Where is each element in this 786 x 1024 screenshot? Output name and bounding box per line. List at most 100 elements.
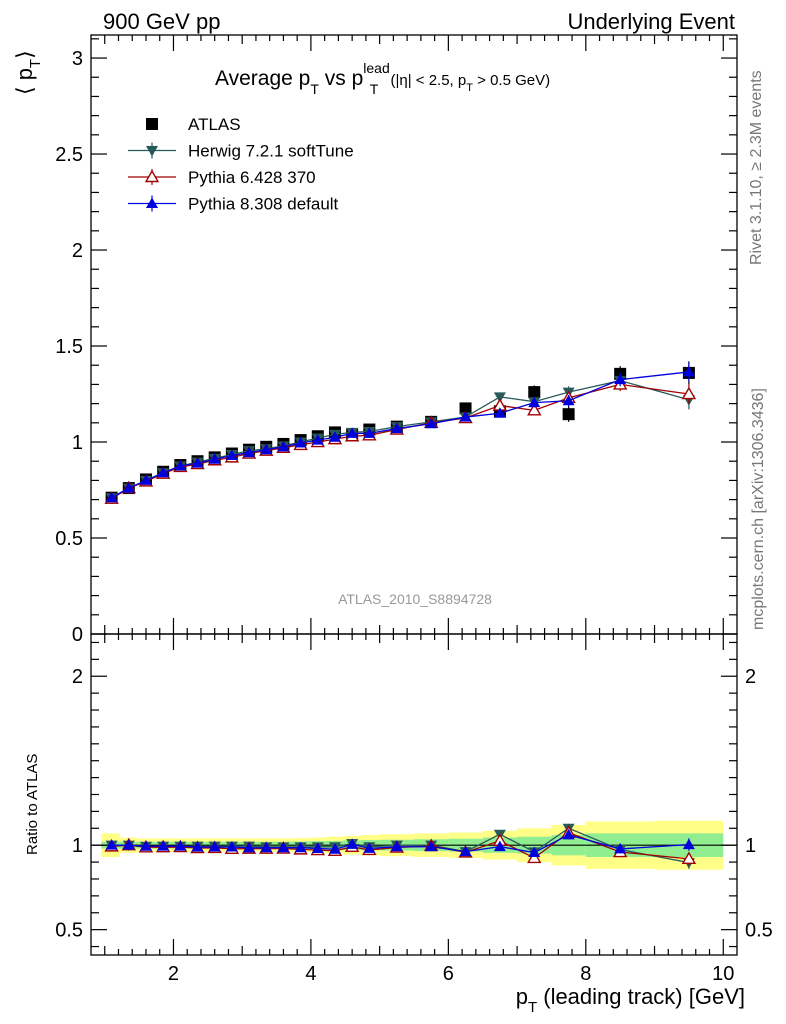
ratio-series-3: [105, 828, 695, 858]
ratio-frame: [90, 633, 738, 956]
header-right: Underlying Event: [567, 9, 735, 34]
marker-triangle-up: [105, 839, 118, 850]
marker-triangle-down: [146, 146, 158, 157]
marker-triangle-up: [277, 841, 290, 853]
y-tick-label: 1.5: [55, 336, 83, 358]
marker-square: [562, 408, 575, 421]
x-tick-label: 10: [712, 963, 734, 985]
marker-triangle-up: [260, 841, 273, 853]
analysis-label: ATLAS_2010_S8894728: [338, 591, 492, 607]
marker-triangle-up-open: [681, 386, 697, 400]
marker-triangle-up: [493, 840, 506, 852]
marker-triangle-up: [528, 396, 541, 408]
marker-triangle-up: [311, 434, 324, 445]
ratio-tick-label-left: 0.5: [55, 920, 83, 942]
legend-label: Pythia 8.308 default: [188, 195, 339, 214]
marker-triangle-up: [346, 427, 359, 438]
marker-triangle-up: [157, 466, 170, 478]
series-line: [111, 379, 690, 499]
marker-triangle-up-open: [144, 169, 160, 183]
marker-triangle-up: [493, 407, 506, 418]
data-series: [104, 361, 697, 504]
marker-triangle-up: [146, 197, 158, 208]
ratio-tick-label-right: 2: [745, 666, 756, 688]
marker-triangle-up: [390, 422, 403, 434]
marker-triangle-up: [562, 394, 575, 406]
header-left: 900 GeV pp: [103, 9, 220, 34]
x-tick-label: 2: [168, 963, 179, 985]
marker-triangle-up: [174, 840, 187, 851]
ratio-tick-label-left: 2: [72, 666, 83, 688]
marker-triangle-up: [328, 431, 341, 442]
x-tick-label: 6: [443, 963, 454, 985]
y-tick-label: 1: [72, 432, 83, 454]
marker-triangle-up: [294, 436, 307, 448]
ratio-tick-label-left: 1: [72, 835, 83, 857]
marker-triangle-up: [191, 841, 204, 852]
marker-triangle-up: [311, 842, 324, 853]
marker-square: [146, 118, 158, 130]
series-line: [111, 383, 689, 500]
marker-triangle-up-open: [527, 402, 542, 416]
marker-triangle-up: [682, 838, 695, 850]
marker-triangle-up: [363, 842, 376, 853]
y-tick-label: 2.5: [55, 144, 83, 166]
marker-triangle-up: [294, 841, 307, 853]
series-3: [105, 362, 695, 503]
marker-triangle-up-open: [527, 850, 542, 864]
chart-title: Average pT vs plead T (|η| < 2.5, pT > 0.…: [215, 60, 550, 97]
marker-triangle-up: [614, 842, 627, 854]
marker-triangle-up: [390, 840, 403, 852]
x-axis-label: pT (leading track) [GeV]: [516, 984, 745, 1016]
series-line: [111, 371, 689, 499]
legend-label: ATLAS: [188, 115, 241, 134]
x-tick-label: 8: [580, 963, 591, 985]
marker-square: [459, 402, 472, 415]
marker-triangle-up-open: [681, 851, 697, 865]
marker-triangle-up: [157, 840, 170, 851]
y-axis-label: ⟨ pT⟩: [12, 50, 44, 95]
ratio-tick-label-right: 0.5: [745, 920, 773, 942]
marker-square: [528, 386, 541, 399]
side-mcplots: mcplots.cern.ch [arXiv:1306.3436]: [750, 388, 767, 630]
axis-ticks: [91, 35, 737, 955]
marker-triangle-up: [225, 840, 238, 852]
y-tick-label: 0.5: [55, 528, 83, 550]
marker-triangle-up: [122, 482, 135, 493]
ratio-series: [104, 823, 697, 869]
y-tick-label: 3: [72, 48, 83, 70]
marker-triangle-up: [208, 453, 221, 464]
marker-triangle-up: [225, 449, 238, 460]
legend: ATLAS Herwig 7.2.1 softTune Pythia 6.428 3…: [128, 115, 354, 214]
marker-triangle-up: [682, 365, 695, 377]
marker-triangle-up: [528, 846, 541, 858]
series-1: [105, 373, 695, 504]
marker-triangle-up: [243, 446, 256, 458]
marker-triangle-up: [139, 840, 152, 851]
y-tick-label: 0: [72, 624, 83, 646]
x-tick-label: 4: [305, 963, 316, 985]
marker-triangle-up: [459, 845, 472, 857]
marker-triangle-up: [260, 443, 273, 455]
marker-triangle-up: [105, 491, 118, 503]
legend-label: Herwig 7.2.1 softTune: [188, 142, 354, 161]
marker-triangle-up: [328, 843, 341, 854]
ratio-tick-label-right: 1: [745, 835, 756, 857]
series-2: [104, 377, 697, 504]
marker-triangle-up: [614, 373, 627, 385]
marker-triangle-up: [562, 828, 575, 840]
marker-triangle-up: [425, 417, 438, 429]
tick-labels: 2 4 6 8 10 0 0.5 1 1.5 2 2.5 3 0.5 0.5 1 1 2 2: [55, 48, 773, 985]
marker-triangle-up: [425, 840, 438, 852]
marker-triangle-up: [459, 411, 472, 422]
marker-triangle-up: [139, 474, 152, 485]
marker-triangle-up: [174, 460, 187, 471]
marker-triangle-up: [208, 841, 221, 852]
marker-triangle-up: [243, 841, 256, 853]
ratio-y-axis-label: Ratio to ATLAS: [24, 754, 41, 855]
y-tick-label: 2: [72, 240, 83, 262]
marker-triangle-up: [363, 427, 376, 438]
side-rivet: Rivet 3.1.10, ≥ 2.3M events: [748, 70, 765, 265]
marker-triangle-up: [191, 457, 204, 468]
